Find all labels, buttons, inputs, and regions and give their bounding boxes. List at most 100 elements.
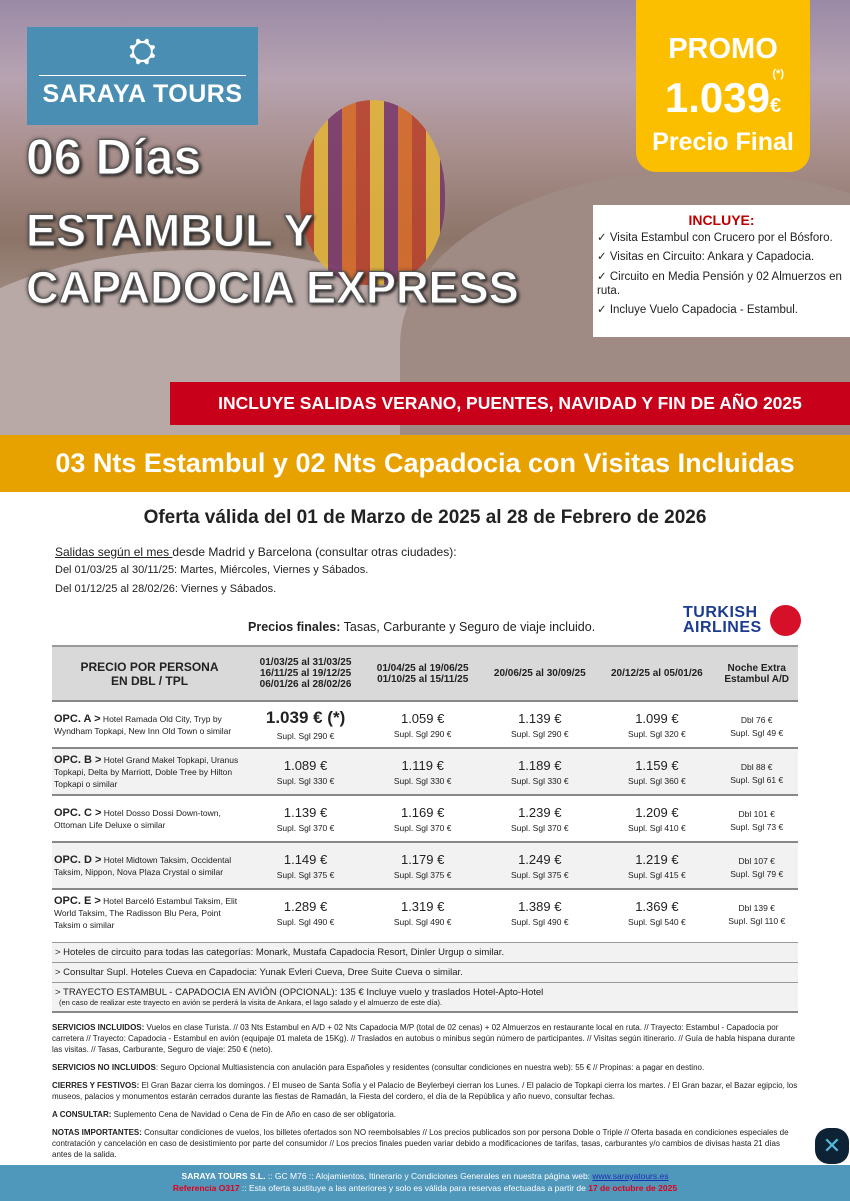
terms-section: SERVICIOS INCLUIDOS: Vuelos en clase Tur… xyxy=(52,1022,798,1167)
chat-widget-icon[interactable]: ✕ xyxy=(815,1128,849,1164)
note-row: > Consultar Supl. Hoteles Cueva en Capad… xyxy=(52,962,798,982)
single-supplement: Supl. Sgl 370 € xyxy=(393,822,452,833)
single-supplement: Supl. Sgl 375 € xyxy=(276,869,335,880)
notes-box: > Hoteles de circuito para todas las cat… xyxy=(52,942,798,1013)
price-cell: 1.139 € Supl. Sgl 370 € xyxy=(247,794,365,842)
price-cell: 1.219 € Supl. Sgl 415 € xyxy=(598,841,716,889)
price-cell: 1.119 € Supl. Sgl 330 € xyxy=(364,747,482,795)
footer-text: :: Esta oferta sustituye a las anteriore… xyxy=(239,1183,589,1193)
promo-label: PROMO xyxy=(668,33,778,65)
price-cell: 1.319 € Supl. Sgl 490 € xyxy=(364,888,482,936)
season-banner: INCLUYE SALIDAS VERANO, PUENTES, NAVIDAD… xyxy=(170,382,850,425)
extra-night-dbl: Dbl 76 € xyxy=(740,714,773,725)
extra-night-dbl: Dbl 107 € xyxy=(738,855,775,866)
price: 1.219 € xyxy=(635,851,679,867)
terms-label: NOTAS IMPORTANTES: xyxy=(52,1128,142,1137)
validity-text: Oferta válida del 01 de Marzo de 2025 al… xyxy=(143,507,707,528)
price: 1.239 € xyxy=(518,804,562,820)
extra-night-cell: Dbl 101 € Supl. Sgl 73 € xyxy=(715,794,798,842)
single-supplement: Supl. Sgl 375 € xyxy=(510,869,569,880)
single-supplement: Supl. Sgl 375 € xyxy=(393,869,452,880)
price: 1.249 € xyxy=(518,851,562,867)
price-cell: 1.089 € Supl. Sgl 330 € xyxy=(247,747,365,795)
hotel-cell: OPC. D > Hotel Midtown Taksim, Occidenta… xyxy=(52,841,247,889)
title-line-1: ESTAMBUL Y xyxy=(26,205,315,257)
price: 1.389 € xyxy=(518,899,562,914)
price: 1.179 € xyxy=(400,851,445,867)
table-row: OPC. E > Hotel Barceló Estambul Taksim, … xyxy=(52,888,798,936)
single-supplement: Supl. Sgl 540 € xyxy=(628,917,686,927)
includes-title: INCLUYE: xyxy=(688,212,755,228)
departures-line: Del 01/03/25 al 30/11/25: Martes, Miérco… xyxy=(55,564,369,576)
price-cell: 1.179 € Supl. Sgl 375 € xyxy=(364,841,482,889)
prices-note-label: Precios finales: xyxy=(248,620,341,634)
terms-paragraph: SERVICIOS INCLUIDOS: Vuelos en clase Tur… xyxy=(52,1022,798,1055)
price: 1.089 € xyxy=(283,757,328,773)
price-cell: 1.159 € Supl. Sgl 360 € xyxy=(598,747,716,795)
promo-currency: € xyxy=(769,95,782,117)
terms-label: SERVICIOS NO INCLUIDOS xyxy=(52,1063,156,1072)
logo: ⛭ SARAYA TOURS xyxy=(27,27,258,125)
subtitle-banner: 03 Nts Estambul y 02 Nts Capadocia con V… xyxy=(0,435,850,492)
column-header: 20/12/25 al 05/01/26 xyxy=(598,645,716,701)
table-row: OPC. B > Hotel Grand Makel Topkapi, Uran… xyxy=(52,747,798,795)
price-cell: 1.169 € Supl. Sgl 370 € xyxy=(364,794,482,842)
price-cell: 1.389 € Supl. Sgl 490 € xyxy=(481,888,599,936)
extra-night-cell: Dbl 88 € Supl. Sgl 61 € xyxy=(715,747,798,795)
price: 1.139 € xyxy=(518,710,562,726)
terms-paragraph: CIERRES Y FESTIVOS: El Gran Bazar cierra… xyxy=(52,1080,798,1102)
single-supplement: Supl. Sgl 490 € xyxy=(510,917,569,927)
prices-note: Precios finales: Tasas, Carburante y Seg… xyxy=(248,620,595,634)
price-cell: 1.289 € Supl. Sgl 490 € xyxy=(247,888,365,936)
hot-air-balloon xyxy=(300,100,445,285)
airline-bird-icon xyxy=(770,605,801,636)
promo-final-label: Precio Final xyxy=(652,128,794,156)
price: 1.369 € xyxy=(635,899,679,914)
extra-night-sgl: Supl. Sgl 79 € xyxy=(730,868,784,879)
price: 1.289 € xyxy=(283,899,328,914)
column-header: Noche Extra Estambul A/D xyxy=(715,645,798,701)
terms-label: CIERRES Y FESTIVOS: xyxy=(52,1081,140,1090)
option-label: OPC. B > xyxy=(54,753,102,766)
extra-night-sgl: Supl. Sgl 61 € xyxy=(730,774,784,785)
departures-label: Salidas según el mes xyxy=(55,545,173,559)
departures-line: Salidas según el mes desde Madrid y Barc… xyxy=(55,545,457,559)
terms-paragraph: SERVICIOS NO INCLUIDOS: Seguro Opcional … xyxy=(52,1062,798,1073)
footer-text: :: GC M76 :: Alojamientos, Itinerario y … xyxy=(265,1171,593,1181)
hotel-cell: OPC. A > Hotel Ramada Old City, Tryp by … xyxy=(52,700,247,748)
hotel-list: Hotel Midtown Taksim, Occidental Taksim,… xyxy=(54,854,232,877)
terms-text: Vuelos en clase Turista. // 03 Nts Estam… xyxy=(52,1023,795,1054)
includes-item: ✓ Visitas en Circuito: Ankara y Capadoci… xyxy=(597,251,815,263)
single-supplement: Supl. Sgl 330 € xyxy=(276,775,335,786)
price-cell: 1.239 € Supl. Sgl 370 € xyxy=(481,794,599,842)
single-supplement: Supl. Sgl 320 € xyxy=(628,728,686,739)
price-cell: 1.099 € Supl. Sgl 320 € xyxy=(598,700,716,748)
terms-text: : Seguro Opcional Multiasistencia con an… xyxy=(155,1063,705,1072)
column-header: 01/04/25 al 19/06/25 01/10/25 al 15/11/2… xyxy=(364,645,482,701)
includes-item: ✓ Incluye Vuelo Capadocia - Estambul. xyxy=(597,304,798,316)
hotel-cell: OPC. E > Hotel Barceló Estambul Taksim, … xyxy=(52,888,247,936)
price: 1.209 € xyxy=(635,804,679,820)
footer: SARAYA TOURS S.L. :: GC M76 :: Alojamien… xyxy=(0,1165,850,1201)
terms-paragraph: A CONSULTAR: Suplemento Cena de Navidad … xyxy=(52,1109,798,1120)
terms-paragraph: NOTAS IMPORTANTES: Consultar condiciones… xyxy=(52,1127,798,1160)
single-supplement: Supl. Sgl 370 € xyxy=(276,822,335,833)
terms-label: A CONSULTAR: xyxy=(52,1110,112,1119)
price: 1.319 € xyxy=(400,899,445,914)
option-label: OPC. C > xyxy=(54,806,102,819)
single-supplement: Supl. Sgl 490 € xyxy=(276,917,335,927)
price: 1.159 € xyxy=(635,757,679,773)
single-supplement: Supl. Sgl 330 € xyxy=(510,775,569,786)
departures-line: Del 01/12/25 al 28/02/26: Viernes y Sába… xyxy=(55,583,277,595)
price: 1.099 € xyxy=(635,710,679,726)
option-label: OPC. D > xyxy=(54,853,102,866)
website-link[interactable]: www.sarayatours.es xyxy=(592,1171,669,1181)
table-row: OPC. A > Hotel Ramada Old City, Tryp by … xyxy=(52,700,798,748)
single-supplement: Supl. Sgl 415 € xyxy=(628,869,686,880)
extra-night-cell: Dbl 139 € Supl. Sgl 110 € xyxy=(715,888,798,936)
price-cell: 1.139 € Supl. Sgl 290 € xyxy=(481,700,599,748)
airline-line-2: AIRLINES xyxy=(683,619,762,636)
includes-item: ✓ Circuito en Media Pensión y 02 Almuerz… xyxy=(597,271,842,297)
terms-text: Consultar condiciones de vuelos, los bil… xyxy=(52,1128,789,1159)
price: 1.119 € xyxy=(401,757,444,773)
